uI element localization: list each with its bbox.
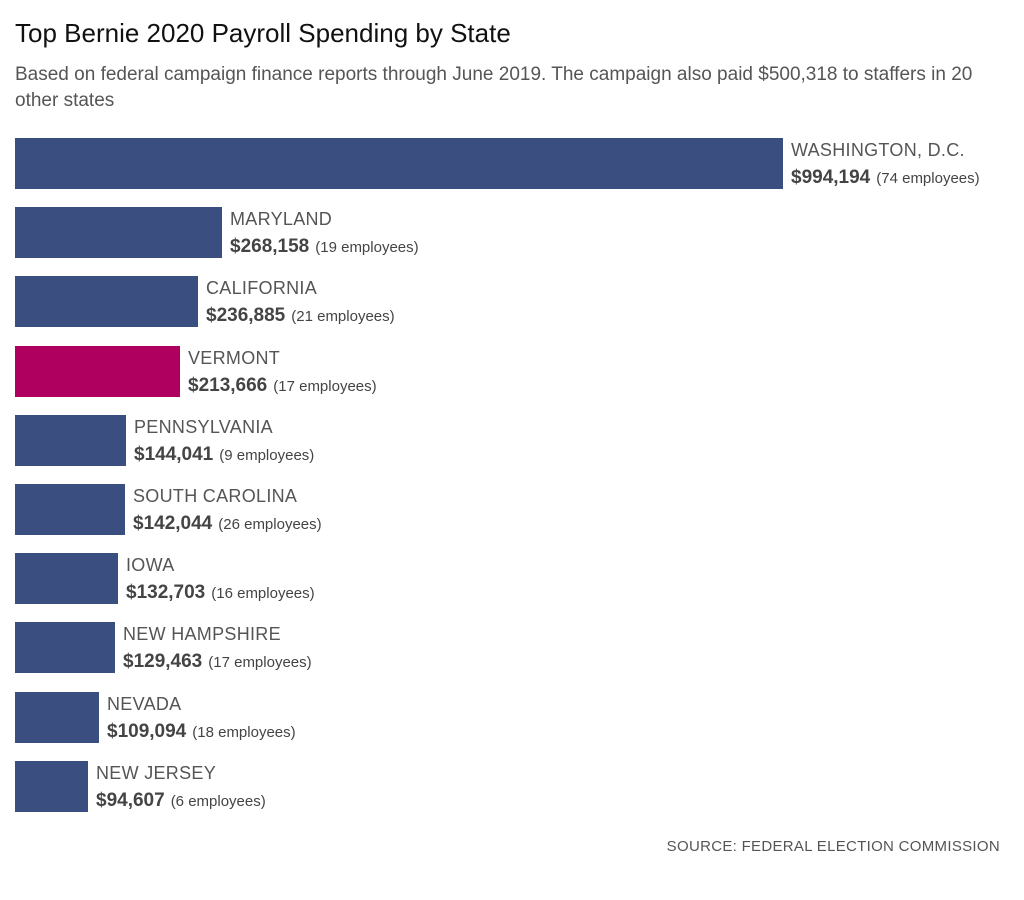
value-amount-maryland: $268,158 <box>230 236 309 257</box>
value-label-pennsylvania: $144,041 (9 employees) <box>134 444 314 465</box>
value-label-nevada: $109,094 (18 employees) <box>107 721 296 742</box>
value-amount-nevada: $109,094 <box>107 721 187 742</box>
value-label-vermont: $213,666 (17 employees) <box>188 375 377 396</box>
category-label-washington-d-c: WASHINGTON, D.C. <box>791 140 965 160</box>
value-amount-new-hampshire: $129,463 <box>123 651 202 672</box>
category-label-pennsylvania: PENNSYLVANIA <box>134 417 273 437</box>
category-label-california: CALIFORNIA <box>206 278 317 298</box>
bar-new-jersey <box>15 761 88 812</box>
category-label-nevada: NEVADA <box>107 694 182 714</box>
value-amount-washington-d-c: $994,194 <box>791 167 871 188</box>
value-label-south-carolina: $142,044 (26 employees) <box>133 513 322 534</box>
employees-label-maryland: (19 employees) <box>315 239 418 256</box>
bar-new-hampshire <box>15 622 115 673</box>
category-label-vermont: VERMONT <box>188 348 280 368</box>
employees-label-pennsylvania: (9 employees) <box>219 447 314 464</box>
value-amount-california: $236,885 <box>206 305 286 326</box>
bar-pennsylvania <box>15 415 126 466</box>
bar-nevada <box>15 692 99 743</box>
bar-vermont <box>15 346 180 397</box>
employees-label-california: (21 employees) <box>291 308 394 325</box>
category-label-new-hampshire: NEW HAMPSHIRE <box>123 624 281 644</box>
value-amount-pennsylvania: $144,041 <box>134 444 214 465</box>
category-label-new-jersey: NEW JERSEY <box>96 763 216 783</box>
chart-title: Top Bernie 2020 Payroll Spending by Stat… <box>15 18 511 48</box>
employees-label-new-jersey: (6 employees) <box>171 793 266 810</box>
value-amount-new-jersey: $94,607 <box>96 790 165 811</box>
category-label-iowa: IOWA <box>126 555 175 575</box>
employees-label-south-carolina: (26 employees) <box>218 516 321 533</box>
bar-washington-d-c <box>15 138 783 189</box>
value-amount-vermont: $213,666 <box>188 375 267 396</box>
value-label-iowa: $132,703 (16 employees) <box>126 582 315 603</box>
employees-label-nevada: (18 employees) <box>192 724 295 741</box>
bar-california <box>15 276 198 327</box>
chart-source: SOURCE: FEDERAL ELECTION COMMISSION <box>666 838 1000 855</box>
employees-label-new-hampshire: (17 employees) <box>208 654 311 671</box>
value-label-new-jersey: $94,607 (6 employees) <box>96 790 266 811</box>
value-label-washington-d-c: $994,194 (74 employees) <box>791 167 980 188</box>
bar-iowa <box>15 553 118 604</box>
value-label-maryland: $268,158 (19 employees) <box>230 236 419 257</box>
employees-label-iowa: (16 employees) <box>211 585 314 602</box>
bars-layer <box>15 138 783 812</box>
bar-south-carolina <box>15 484 125 535</box>
category-label-south-carolina: SOUTH CAROLINA <box>133 486 297 506</box>
bar-maryland <box>15 207 222 258</box>
value-amount-south-carolina: $142,044 <box>133 513 213 534</box>
employees-label-washington-d-c: (74 employees) <box>876 170 979 187</box>
chart-subtitle: Based on federal campaign finance report… <box>15 64 973 111</box>
value-label-new-hampshire: $129,463 (17 employees) <box>123 651 312 672</box>
value-amount-iowa: $132,703 <box>126 582 205 603</box>
labels-layer: WASHINGTON, D.C. $994,194 (74 employees) MA… <box>96 140 980 811</box>
employees-label-vermont: (17 employees) <box>273 378 376 395</box>
category-label-maryland: MARYLAND <box>230 209 332 229</box>
value-label-california: $236,885 (21 employees) <box>206 305 395 326</box>
